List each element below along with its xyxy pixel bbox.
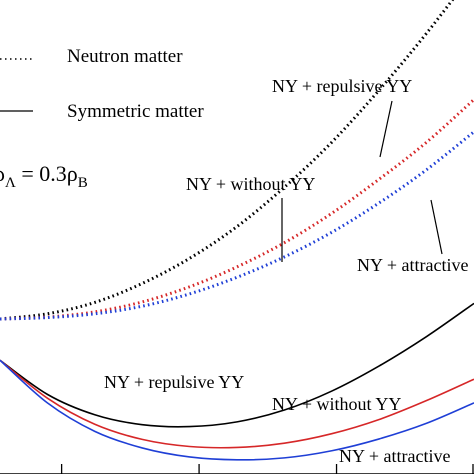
series-line-symmetric-5: [0, 359, 474, 461]
condition-rho: ρ: [0, 161, 5, 186]
condition-sub-lambda: Λ: [5, 175, 16, 191]
x-ticks-layer: [60, 464, 474, 474]
series-line-symmetric-4: [0, 359, 474, 449]
series-line-neutron-0: [0, 0, 455, 321]
annotation-symmetric-without: NY + without YY: [272, 394, 401, 414]
series-line-symmetric-3: [0, 302, 474, 428]
condition-sub-b: B: [78, 175, 88, 191]
series-line-neutron-1: [0, 98, 474, 321]
annotation-symmetric-attractive: NY + attractive: [339, 446, 450, 466]
annotation-neutron-without: NY + without YY: [186, 174, 315, 194]
annotation-neutron-attractive: NY + attractive: [357, 255, 468, 275]
leader-neutron-attractive: [430, 199, 443, 255]
leader-neutron-repulsive: [379, 100, 393, 158]
legend-label-neutron: Neutron matter: [67, 46, 183, 67]
annotation-symmetric-repulsive: NY + repulsive YY: [104, 372, 244, 392]
annotation-neutron-repulsive: NY + repulsive YY: [272, 76, 412, 96]
legend: Neutron matter Symmetric matter: [0, 46, 204, 122]
condition-label: ρΛ = 0.3ρB: [0, 161, 88, 191]
curves-layer: [0, 0, 474, 461]
legend-label-symmetric: Symmetric matter: [67, 101, 204, 122]
condition-equals: = 0.3ρ: [16, 161, 78, 186]
